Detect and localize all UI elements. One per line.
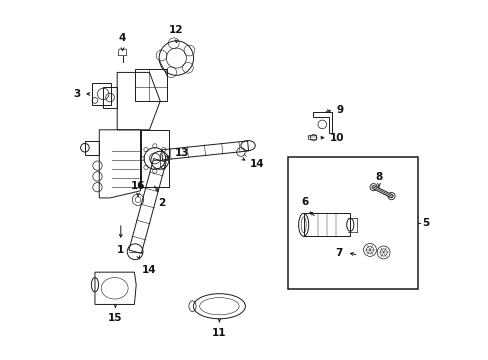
Text: 12: 12 xyxy=(169,25,183,35)
Text: 11: 11 xyxy=(212,328,226,338)
Text: 14: 14 xyxy=(250,159,264,169)
Text: 13: 13 xyxy=(174,148,189,158)
Text: 6: 6 xyxy=(301,197,308,207)
Text: 14: 14 xyxy=(142,265,157,275)
Text: 8: 8 xyxy=(375,172,382,182)
Text: 3: 3 xyxy=(74,89,81,99)
Text: 15: 15 xyxy=(108,314,122,323)
Text: 7: 7 xyxy=(335,248,343,258)
Text: 16: 16 xyxy=(130,181,145,191)
Text: 1: 1 xyxy=(117,244,124,255)
Text: 9: 9 xyxy=(336,105,343,115)
Text: 5: 5 xyxy=(421,218,428,228)
Bar xyxy=(287,157,418,289)
Text: 10: 10 xyxy=(329,133,344,143)
Text: 2: 2 xyxy=(158,198,165,208)
Text: 4: 4 xyxy=(119,33,126,43)
